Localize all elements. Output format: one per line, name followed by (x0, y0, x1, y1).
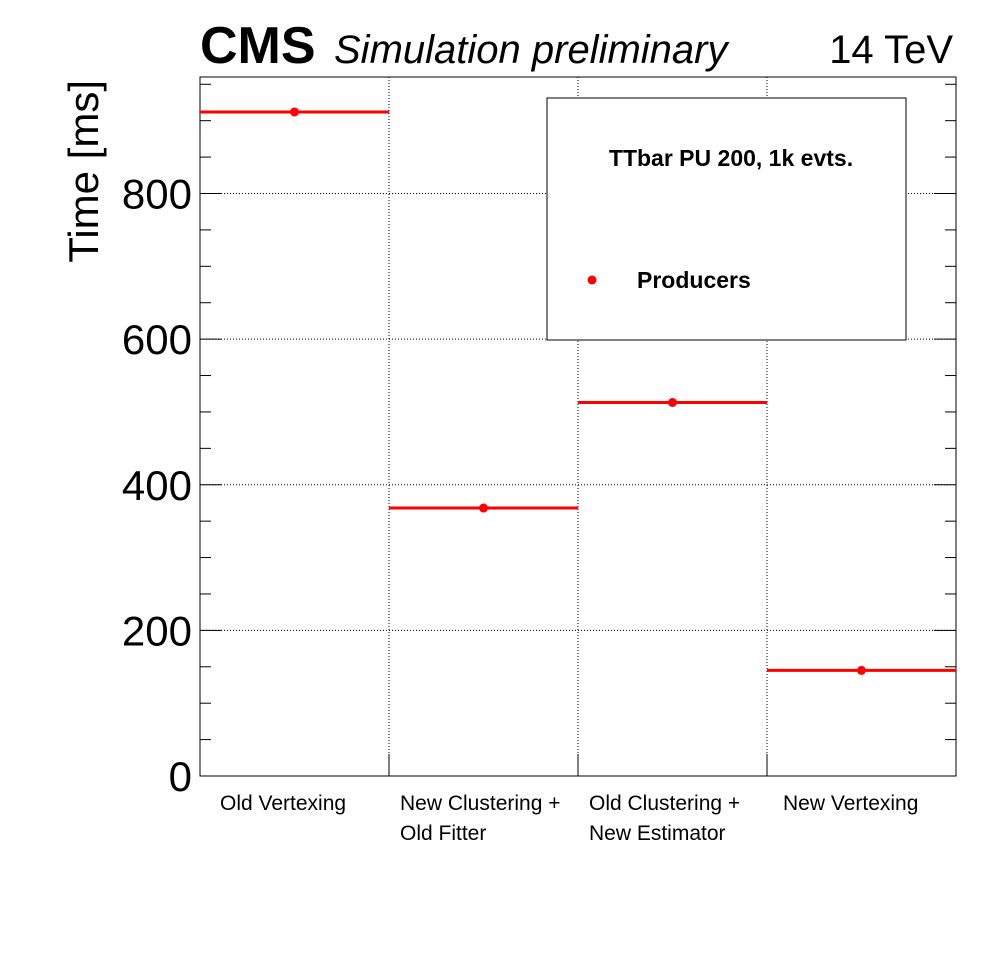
legend: TTbar PU 200, 1k evts. Producers (546, 97, 907, 341)
cms-label: CMS (200, 17, 316, 75)
y-tick-label: 200 (122, 607, 192, 654)
axis-ticks (200, 83, 956, 777)
data-series-producers (200, 107, 956, 675)
legend-title: TTbar PU 200, 1k evts. (609, 145, 853, 171)
legend-box (546, 97, 907, 341)
data-point (857, 665, 866, 675)
chart-subtitle: Simulation preliminary (334, 28, 730, 72)
x-tick-label-line: New Clustering + (400, 792, 560, 815)
x-tick-label: Old Clustering + New Estimator (589, 792, 740, 845)
x-tick-label: New Vertexing (783, 792, 918, 815)
x-tick-label-line: Old Vertexing (220, 792, 346, 815)
legend-marker-producers (587, 275, 597, 285)
y-tick-label: 400 (122, 462, 192, 509)
data-point (479, 503, 488, 513)
x-tick-label-line: Old Clustering + (589, 792, 740, 815)
y-tick-label: 800 (122, 171, 192, 218)
x-tick-label: Old Vertexing (220, 792, 346, 815)
data-point (668, 397, 677, 407)
legend-entry-producers: Producers (637, 267, 751, 293)
x-tick-label: New Clustering + Old Fitter (400, 792, 560, 845)
y-tick-label: 600 (122, 316, 192, 363)
x-tick-label-line: New Vertexing (783, 792, 918, 815)
y-axis-label: Time [ms] (60, 80, 107, 263)
x-tick-labels: Old Vertexing New Clustering + Old Fitter O… (220, 792, 918, 845)
data-point (290, 107, 299, 117)
x-tick-label-line: Old Fitter (400, 822, 486, 845)
x-tick-label-line: New Estimator (589, 822, 726, 845)
y-tick-label: 0 (169, 753, 192, 800)
energy-label: 14 TeV (829, 28, 953, 72)
y-tick-labels: 0 200 400 600 800 (122, 171, 192, 801)
